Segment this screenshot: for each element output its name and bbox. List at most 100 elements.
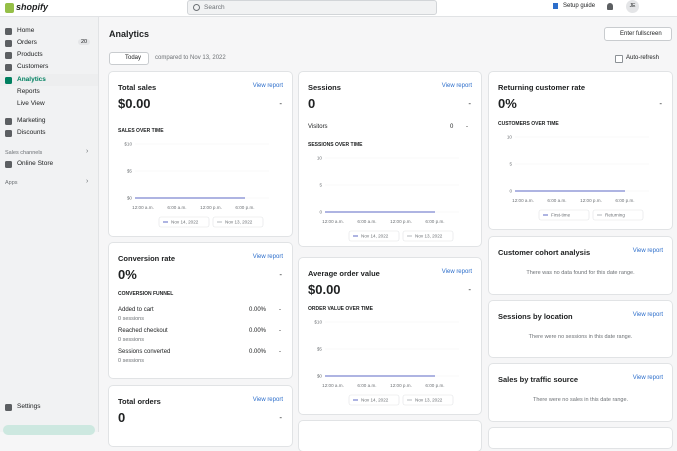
card-change: - [468, 99, 471, 108]
x-tick-label: 6:00 p.m. [425, 219, 444, 224]
chart: $10 $5 $0 12:00 a.m. 6:00 a.m. 12:00 p.m. 6:00… [109, 138, 292, 233]
nav-orders[interactable]: Orders [17, 39, 37, 46]
empty-state: There were no sales in this date range. [532, 397, 629, 403]
view-report[interactable]: View report [252, 397, 283, 403]
x-tick-label: 6:00 a.m. [357, 219, 376, 224]
view-report[interactable]: View report [632, 312, 663, 318]
y-tick-label: 5 [509, 162, 512, 167]
icon [5, 40, 12, 47]
empty-state: There were no sessions in this date rang… [528, 334, 633, 340]
x-tick-label: 12:00 a.m. [322, 219, 344, 224]
legend-label: Nov 14, 2022 [361, 234, 389, 239]
y-tick-label: $0 [127, 196, 133, 201]
x-tick-label: 6:00 a.m. [357, 383, 376, 388]
view-report[interactable]: View report [441, 269, 472, 275]
icon [5, 118, 12, 125]
chart-label: CUSTOMERS OVER TIME [498, 121, 559, 127]
y-tick-label: 0 [319, 210, 322, 215]
legend-box [158, 216, 210, 228]
view-report[interactable]: View report [252, 83, 283, 89]
view-report[interactable]: View report [252, 254, 283, 260]
legend-box [538, 209, 590, 221]
date-button[interactable]: Today [109, 52, 149, 65]
nav-reports[interactable]: Reports [17, 88, 40, 95]
card-title: Returning customer rate [498, 83, 586, 92]
chart-label: SALES OVER TIME [118, 128, 164, 134]
card-title: Conversion rate [118, 254, 176, 263]
card-value: $0.00 [118, 96, 151, 111]
card-title: Average order value [308, 269, 380, 278]
top-bar: shopify Search Setup guide JE [0, 0, 677, 17]
card-title: Total sales [118, 83, 157, 92]
card-change: - [659, 99, 662, 108]
x-tick-label: 6:00 a.m. [167, 205, 186, 210]
view-report[interactable]: View report [441, 83, 472, 89]
view-report[interactable]: View report [632, 375, 663, 381]
fullscreen-button[interactable]: Enter fullscreen [604, 27, 672, 41]
icon [5, 52, 12, 59]
y-tick-label: $10 [314, 320, 322, 325]
chevron[interactable]: › [86, 178, 89, 185]
page-title: Analytics [109, 29, 150, 39]
y-tick-label: $5 [127, 169, 133, 174]
y-tick-label: 10 [507, 135, 513, 140]
funnel-step: Sessions converted [118, 349, 171, 355]
visitors-change: - [466, 124, 468, 130]
card-change: - [468, 285, 471, 294]
card-change: - [279, 99, 282, 108]
legend-label: First-time [551, 213, 571, 218]
flag-icon [553, 3, 558, 9]
y-tick-label: 10 [317, 156, 323, 161]
x-tick-label: 12:00 p.m. [390, 219, 412, 224]
legend-label: Nov 13, 2022 [415, 234, 443, 239]
nav-marketing[interactable]: Marketing [17, 117, 46, 124]
legend-label: Nov 13, 2022 [415, 398, 443, 403]
card-value: 0% [118, 267, 137, 282]
chart-svg: 10 5 012:00 a.m. 6:00 a.m. 12:00 p.m. 6:00 p.… [507, 135, 649, 221]
nav-settings[interactable]: Settings [17, 403, 41, 410]
x-tick-label: 6:00 p.m. [235, 205, 254, 210]
card-title: Sessions by location [498, 312, 573, 321]
cohort-card: Customer cohort analysis View report The… [489, 237, 672, 294]
icon [5, 64, 12, 71]
nav-products[interactable]: Products [17, 51, 43, 58]
chart: 10 5 0 12:00 a.m. 6:00 a.m. 12:00 p.m. 6:00 p.… [299, 152, 481, 247]
chart-label: ORDER VALUE OVER TIME [308, 306, 373, 312]
nav-live-view[interactable]: Live View [17, 100, 45, 107]
y-tick-label: 0 [509, 189, 512, 194]
nav-online-store[interactable]: Online Store [17, 160, 54, 167]
nav-home[interactable]: Home [17, 27, 35, 34]
auto-refresh-checkbox[interactable] [615, 55, 623, 63]
chevron[interactable]: › [86, 148, 89, 155]
x-tick-label: 12:00 a.m. [322, 383, 344, 388]
empty-state: There was no data found for this date ra… [526, 270, 635, 276]
card-value: 0% [498, 96, 517, 111]
nav-analytics[interactable]: Analytics [17, 76, 46, 83]
legend-label: Returning [605, 213, 625, 218]
funnel-change: - [279, 328, 281, 334]
x-tick-label: 6:00 a.m. [547, 198, 566, 203]
location-card: Sessions by location View report There w… [489, 301, 672, 357]
chart: 10 5 0 12:00 a.m. 6:00 a.m. 12:00 p.m. 6:00 p.… [489, 131, 672, 226]
card-value: 0 [118, 410, 126, 425]
returning-card: Returning customer rate 0% - CUSTOMERS O… [489, 72, 672, 229]
nav-customers[interactable]: Customers [17, 63, 49, 70]
funnel-sessions: 0 sessions [118, 358, 144, 364]
search-box[interactable]: Search [187, 0, 437, 15]
x-tick-label: 12:00 a.m. [512, 198, 534, 203]
traffic-card: Sales by traffic source View report Ther… [489, 364, 672, 421]
x-tick-label: 12:00 p.m. [580, 198, 602, 203]
section-label: Sales channels [5, 150, 43, 156]
funnel-title: CONVERSION FUNNEL [118, 291, 174, 297]
setup-guide[interactable]: Setup guide [563, 3, 596, 9]
funnel-rate: 0.00% [249, 328, 267, 334]
nav-discounts[interactable]: Discounts [17, 129, 46, 136]
x-tick-label: 12:00 p.m. [200, 205, 222, 210]
view-report[interactable]: View report [632, 248, 663, 254]
y-tick-label: $0 [317, 374, 323, 379]
legend-box [348, 394, 400, 406]
notifications[interactable] [607, 3, 613, 10]
legend-label: Nov 14, 2022 [171, 220, 199, 225]
logo[interactable]: shopify [16, 2, 49, 12]
avatar[interactable]: JE [626, 0, 639, 13]
